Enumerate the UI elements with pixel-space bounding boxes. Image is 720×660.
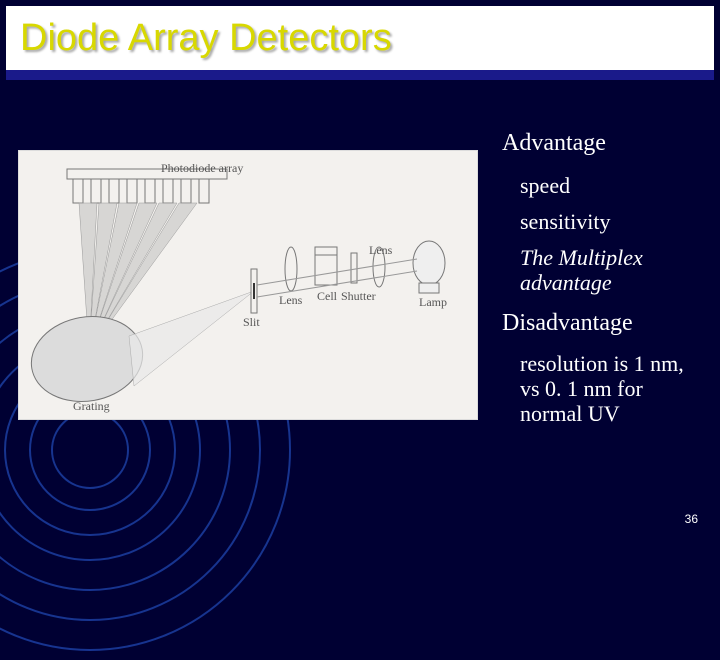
label-cell: Cell [317, 289, 337, 304]
disadvantage-item: resolution is 1 nm, vs 0. 1 nm for norma… [520, 351, 702, 427]
label-photodiode-array: Photodiode array [161, 161, 243, 176]
advantage-item-1: speed [520, 173, 702, 199]
slide-title: Diode Array Detectors [20, 17, 392, 60]
optical-diagram: Photodiode array Slit Grating Lens Cell … [18, 150, 478, 420]
label-shutter: Shutter [341, 289, 376, 304]
advantage-item-3: The Multiplex advantage [520, 245, 702, 296]
label-slit: Slit [243, 315, 260, 330]
label-lamp: Lamp [419, 295, 447, 310]
disadvantage-heading: Disadvantage [502, 310, 702, 337]
label-lens-2: Lens [369, 243, 392, 258]
label-grating: Grating [73, 399, 110, 414]
label-lens-1: Lens [279, 293, 302, 308]
advantage-heading: Advantage [502, 130, 702, 157]
text-column: Advantage speed sensitivity The Multiple… [502, 130, 702, 426]
page-number: 36 [685, 512, 698, 526]
title-bar: Diode Array Detectors [6, 6, 714, 80]
advantage-item-2: sensitivity [520, 209, 702, 235]
